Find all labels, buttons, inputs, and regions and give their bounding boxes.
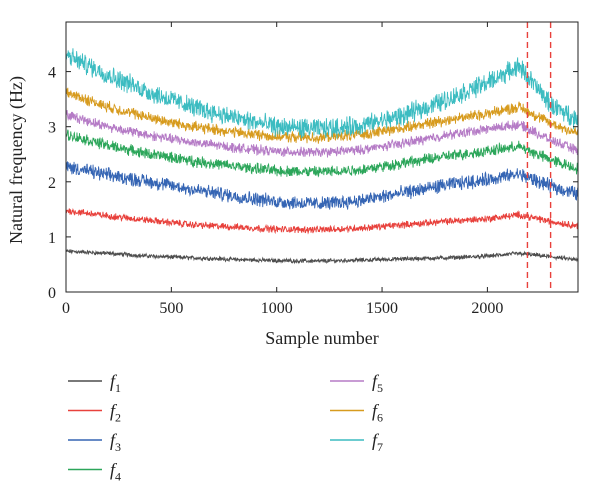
- series-line-f7: [66, 48, 578, 139]
- legend-label: f7: [372, 430, 383, 454]
- y-tick-label: 3: [48, 120, 56, 137]
- legend-item-f4: f4: [68, 460, 121, 484]
- legend-item-f1: f1: [68, 371, 121, 395]
- legend-label: f5: [372, 371, 383, 395]
- legend-item-f6: f6: [330, 401, 383, 425]
- series-line-f3: [66, 161, 578, 210]
- x-tick-label: 1500: [366, 300, 398, 317]
- y-tick-label: 1: [48, 230, 56, 247]
- x-tick-label: 500: [159, 300, 183, 317]
- legend-label: f4: [110, 460, 121, 484]
- axes: 0 500 1000 1500 2000 0 1 2 3 4: [48, 21, 579, 317]
- legend-item-f7: f7: [330, 430, 383, 454]
- series-line-f6: [66, 87, 578, 144]
- y-tick-label: 0: [48, 285, 56, 302]
- legend-label: f1: [110, 371, 121, 395]
- legend-label: f3: [110, 430, 121, 454]
- x-tick-label: 1000: [261, 300, 293, 317]
- legend: f1 f2 f3 f4 f5 f6 f7: [68, 371, 383, 484]
- legend-item-f3: f3: [68, 430, 121, 454]
- legend-label: f2: [110, 401, 121, 425]
- legend-label: f6: [372, 401, 383, 425]
- y-tick-label: 2: [48, 175, 56, 192]
- series-line-f4: [66, 129, 578, 178]
- series-line-f2: [66, 207, 578, 235]
- legend-item-f5: f5: [330, 371, 383, 395]
- plot-area: [66, 22, 578, 292]
- plot-frame: [65, 21, 579, 293]
- x-tick-label: 2000: [471, 300, 503, 317]
- y-axis-label: Natural frequency (Hz): [6, 76, 27, 244]
- x-axis-label: Sample number: [265, 328, 378, 348]
- series-line-f5: [66, 109, 578, 158]
- series-line-f1: [66, 248, 578, 265]
- y-tick-label: 4: [48, 65, 56, 82]
- legend-item-f2: f2: [68, 401, 121, 425]
- x-tick-label: 0: [62, 300, 70, 317]
